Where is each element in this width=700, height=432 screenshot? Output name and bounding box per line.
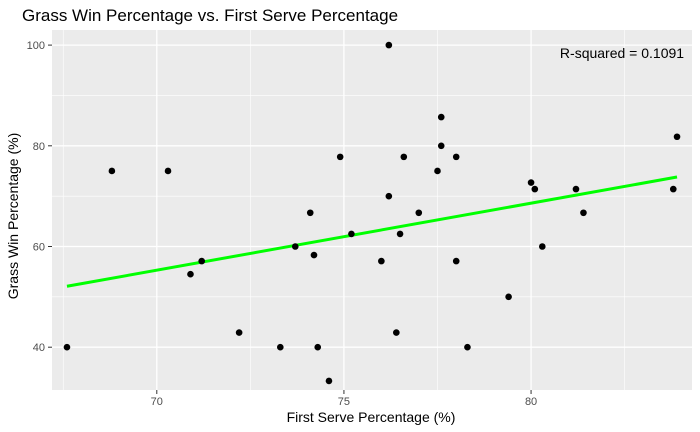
data-point	[198, 257, 206, 265]
data-point	[452, 257, 460, 265]
x-axis-ticks: 70 75 80	[151, 390, 537, 408]
data-point	[108, 167, 116, 175]
trendline-group	[66, 175, 678, 288]
data-point	[572, 185, 580, 193]
y-tick-label: 100	[27, 40, 45, 52]
data-point	[310, 251, 318, 259]
data-point	[415, 209, 423, 217]
y-tick-label: 80	[33, 141, 45, 153]
x-axis-title: First Serve Percentage (%)	[287, 409, 456, 425]
major-gridlines	[52, 30, 692, 390]
data-point	[325, 377, 333, 385]
plot-panel	[52, 30, 692, 390]
data-point	[164, 167, 172, 175]
r-squared-annotation: R-squared = 0.1091	[560, 45, 684, 61]
data-point	[235, 329, 243, 336]
data-point	[673, 133, 681, 141]
data-point	[385, 192, 393, 200]
trendline	[66, 175, 678, 288]
chart-title: Grass Win Percentage vs. First Serve Per…	[22, 6, 398, 25]
data-point	[63, 343, 71, 351]
data-points	[63, 41, 681, 385]
data-point	[306, 209, 314, 217]
data-point	[385, 41, 393, 49]
data-point	[538, 243, 546, 250]
data-point	[393, 329, 400, 336]
data-point	[378, 257, 385, 265]
data-point	[277, 343, 284, 351]
y-axis-title: Grass Win Percentage (%)	[5, 133, 21, 300]
data-point	[187, 270, 194, 278]
minor-gridlines	[52, 30, 692, 390]
data-point	[669, 185, 677, 193]
x-tick-label: 80	[525, 396, 537, 408]
x-tick-label: 75	[338, 396, 350, 408]
data-point	[348, 230, 355, 238]
y-tick-label: 40	[33, 342, 45, 354]
data-point	[527, 179, 535, 186]
data-point	[396, 230, 404, 238]
y-tick-label: 60	[33, 242, 45, 254]
data-point	[291, 243, 299, 250]
data-point	[400, 153, 408, 161]
data-point	[437, 113, 445, 121]
x-tick-label: 70	[151, 396, 163, 408]
data-point	[452, 153, 460, 161]
data-point	[464, 343, 471, 351]
data-point	[505, 293, 512, 301]
y-axis-ticks: 40 60 80 100	[27, 40, 52, 354]
data-point	[437, 142, 445, 150]
data-point	[434, 167, 441, 175]
data-point	[531, 185, 539, 193]
data-point	[314, 343, 322, 351]
data-point	[336, 153, 344, 161]
data-point	[580, 209, 587, 217]
